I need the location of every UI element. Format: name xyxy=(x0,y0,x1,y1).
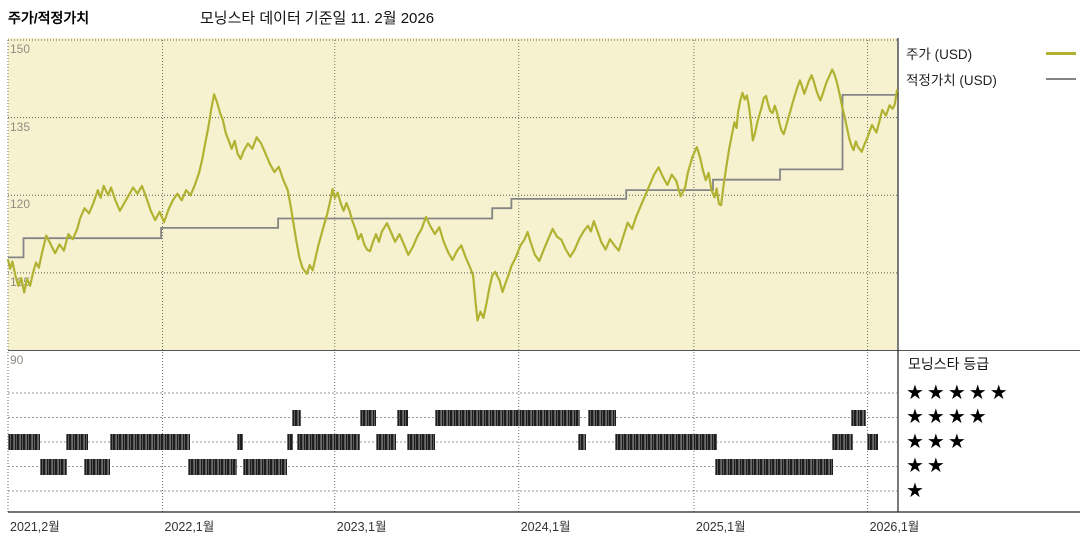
star-row-4: ★★★★ xyxy=(906,406,990,428)
rating-bar-4-star xyxy=(291,409,301,426)
rating-bar-2-star xyxy=(714,458,833,475)
y-tick-label: 135 xyxy=(10,119,31,134)
x-tick-label: 2025,1월 xyxy=(695,520,746,534)
star-row-1: ★ xyxy=(906,479,927,502)
rating-bar-4-star xyxy=(359,409,376,426)
rating-bar-3-star xyxy=(66,434,88,450)
rating-bar-2-star xyxy=(242,458,287,475)
as-of-date-label: 모닝스타 데이터 기준일 11. 2월 2026 xyxy=(200,10,435,27)
price-line-swatch-icon xyxy=(1046,51,1076,55)
rating-bar-4-star xyxy=(435,409,580,426)
rating-bar-3-star xyxy=(110,434,190,450)
rating-bar-3-star xyxy=(615,434,717,450)
y-tick-label: 90 xyxy=(10,352,24,367)
rating-bar-4-star xyxy=(397,409,408,426)
star-row-3: ★★★ xyxy=(906,430,969,453)
x-tick-label: 2023,1월 xyxy=(336,520,387,534)
page-title: 주가/적정가치 xyxy=(8,10,90,26)
rating-bar-3-star xyxy=(831,434,853,450)
rating-bar-3-star xyxy=(577,434,586,450)
legend-fair-value-label: 적정가치 (USD) xyxy=(906,73,997,88)
rating-bar-2-star xyxy=(188,458,237,475)
rating-bar-3-star xyxy=(296,434,360,450)
y-tick-label: 105 xyxy=(10,274,31,289)
rating-bar-3-star xyxy=(286,434,293,450)
star-row-5: ★★★★★ xyxy=(906,381,1011,404)
rating-bar-4-star xyxy=(850,409,866,426)
price-plot-background xyxy=(8,38,897,351)
legend-price-label: 주가 (USD) xyxy=(906,47,973,62)
rating-bar-3-star xyxy=(867,434,878,450)
legend-item-price: 주가 (USD) xyxy=(906,40,1076,66)
rating-panel-title: 모닝스타 등급 xyxy=(908,356,990,372)
fair-value-line-swatch-icon xyxy=(1046,78,1076,80)
rating-bar-2-star xyxy=(83,458,110,475)
rating-bar-4-star xyxy=(587,409,616,426)
star-row-2: ★★ xyxy=(906,455,948,477)
x-tick-label: 2022,1월 xyxy=(164,520,215,534)
chart-legend: 주가 (USD) 적정가치 (USD) xyxy=(906,40,1076,92)
y-tick-label: 120 xyxy=(10,197,31,212)
rating-bar-2-star xyxy=(39,458,67,475)
rating-bar-3-star xyxy=(237,434,243,450)
rating-bar-3-star xyxy=(407,434,435,450)
y-tick-label: 150 xyxy=(10,42,31,56)
x-tick-label: 2026,1월 xyxy=(869,520,920,534)
x-tick-label: 2021,2월 xyxy=(10,520,60,534)
rating-bar-3-star xyxy=(8,434,40,450)
x-tick-label: 2024,1월 xyxy=(520,520,571,534)
legend-item-fair-value: 적정가치 (USD) xyxy=(906,66,1076,92)
rating-bar-3-star xyxy=(376,434,396,450)
